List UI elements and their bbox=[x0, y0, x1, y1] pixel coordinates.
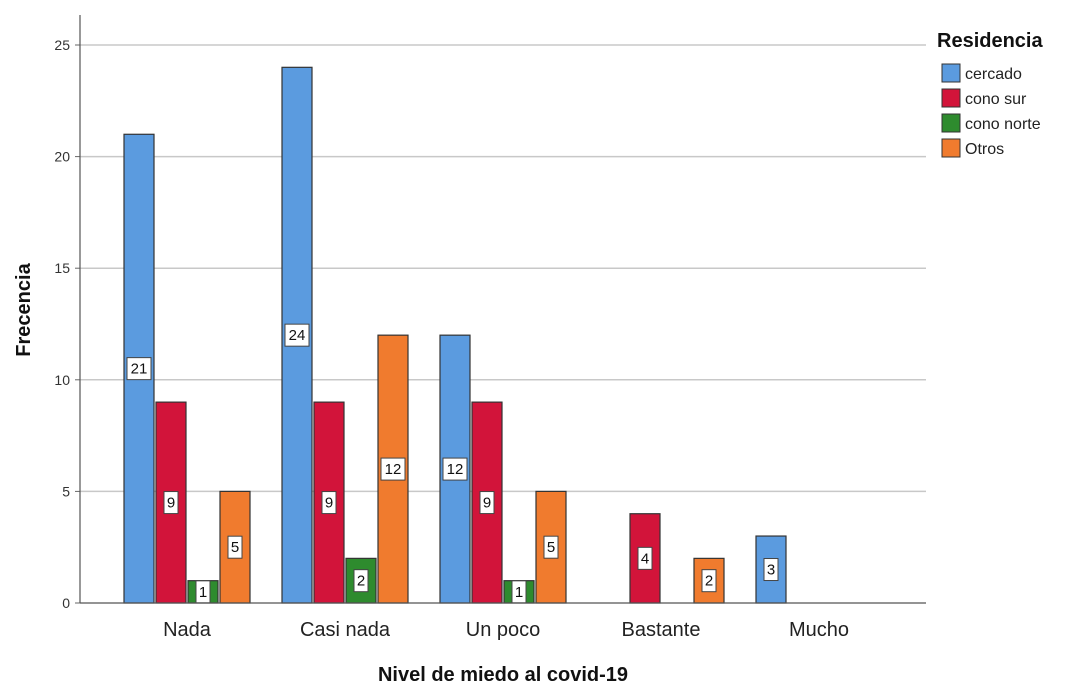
data-label-box bbox=[637, 546, 653, 570]
data-label-box bbox=[701, 569, 717, 593]
y-tick-label: 20 bbox=[54, 149, 70, 165]
data-label-box bbox=[227, 535, 243, 559]
x-category-label: Casi nada bbox=[300, 619, 391, 641]
x-category-label: Mucho bbox=[789, 619, 849, 641]
gridlines bbox=[80, 44, 926, 493]
data-label: 1 bbox=[199, 584, 207, 601]
data-label: 3 bbox=[767, 562, 775, 579]
legend-entry: cercado bbox=[965, 66, 1022, 83]
legend-swatch bbox=[941, 138, 961, 158]
data-label-box bbox=[321, 491, 337, 515]
x-axis-categories: Nada Casi nada Un poco Bastante Mucho bbox=[163, 619, 849, 641]
data-label-box bbox=[284, 323, 310, 347]
data-label: 9 bbox=[325, 495, 333, 512]
y-tick-label: 15 bbox=[54, 260, 70, 276]
data-label-box bbox=[442, 457, 468, 481]
legend-swatch bbox=[941, 63, 961, 83]
legend-swatch bbox=[941, 113, 961, 133]
data-label-box bbox=[353, 569, 369, 593]
y-tick-label: 10 bbox=[54, 372, 70, 388]
legend-swatch bbox=[941, 88, 961, 108]
data-label: 12 bbox=[385, 461, 402, 478]
data-label: 9 bbox=[167, 495, 175, 512]
data-label-box bbox=[163, 491, 179, 515]
legend-entry: cono sur bbox=[965, 91, 1027, 108]
x-category-label: Bastante bbox=[622, 619, 701, 641]
data-label: 9 bbox=[483, 495, 491, 512]
legend: Residencia cercado cono sur cono norte Otro… bbox=[937, 30, 1043, 158]
x-category-label: Nada bbox=[163, 619, 212, 641]
bars bbox=[123, 66, 787, 604]
data-label-box bbox=[763, 558, 779, 582]
data-label: 4 bbox=[641, 550, 649, 567]
y-tick-label: 25 bbox=[54, 37, 70, 53]
data-label: 1 bbox=[515, 584, 523, 601]
data-labels: 21 9 1 5 24 9 2 12 12 9 1 5 4 2 3 bbox=[126, 323, 779, 604]
y-axis-ticks: 0 5 10 15 20 25 bbox=[54, 37, 80, 611]
data-label-box bbox=[380, 457, 406, 481]
data-label: 5 bbox=[231, 539, 239, 556]
x-axis-title: Nivel de miedo al covid-19 bbox=[378, 664, 628, 686]
data-label: 12 bbox=[447, 461, 464, 478]
data-label: 21 bbox=[131, 361, 148, 378]
data-label-box bbox=[126, 357, 152, 381]
y-tick-label: 5 bbox=[62, 483, 70, 499]
data-label: 2 bbox=[705, 573, 713, 590]
x-category-label: Un poco bbox=[466, 619, 541, 641]
data-label-box bbox=[543, 535, 559, 559]
data-label: 24 bbox=[289, 327, 306, 344]
y-axis-title: Frecencia bbox=[13, 262, 35, 356]
data-label-box bbox=[479, 491, 495, 515]
data-label: 5 bbox=[547, 539, 555, 556]
data-label: 2 bbox=[357, 573, 365, 590]
legend-title: Residencia bbox=[937, 30, 1043, 52]
bar bbox=[755, 535, 787, 604]
y-tick-label: 0 bbox=[62, 595, 70, 611]
legend-entry: Otros bbox=[965, 141, 1004, 158]
legend-entry: cono norte bbox=[965, 116, 1041, 133]
